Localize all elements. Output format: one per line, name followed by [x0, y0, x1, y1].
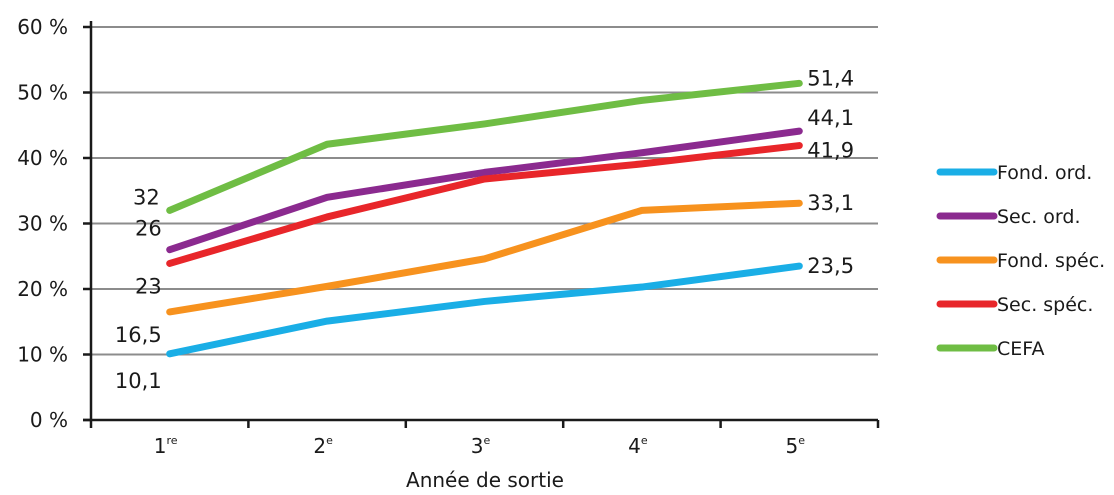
- legend-label: Fond. spéc.: [997, 250, 1105, 272]
- series-line-0: [166, 262, 803, 358]
- x-tick-label: 5e: [786, 434, 806, 458]
- data-label-end: 51,4: [807, 66, 854, 90]
- y-tick-label: 40 %: [17, 146, 68, 170]
- legend-label: Sec. ord.: [997, 206, 1080, 228]
- x-tick-label: 4e: [628, 434, 648, 458]
- x-axis-title: Année de sortie: [406, 468, 564, 492]
- data-label-end: 41,9: [807, 139, 854, 163]
- y-tick-label: 60 %: [17, 15, 68, 39]
- data-label-end: 33,1: [807, 191, 854, 215]
- series-line-3: [166, 142, 803, 267]
- data-label-start: 10,1: [115, 369, 162, 393]
- gridlines: [91, 26, 878, 356]
- data-label-start: 16,5: [115, 323, 162, 347]
- data-label-start: 23: [135, 274, 162, 298]
- data-label-start: 26: [135, 217, 162, 241]
- y-tick-label: 0 %: [30, 408, 68, 432]
- series-line-2: [166, 199, 803, 316]
- legend-label: CEFA: [997, 338, 1044, 360]
- axes: 0 % 10 % 20 % 30 % 40 % 50 % 60 % 1re 2e 3e 4e 5e: [17, 15, 880, 458]
- data-label-start: 32: [133, 185, 160, 209]
- data-label-end: 23,5: [807, 254, 854, 278]
- y-tick-label: 20 %: [17, 277, 68, 301]
- legend-label: Fond. ord.: [997, 162, 1092, 184]
- y-tick-label: 30 %: [17, 212, 68, 236]
- y-tick-label: 50 %: [17, 81, 68, 105]
- data-labels: 10,1 23,5 26 44,1 16,5 33,1 23 41,9 32 51,4: [115, 66, 854, 393]
- x-tick-label: 2e: [313, 434, 333, 458]
- x-tick-label: 1re: [154, 434, 178, 458]
- data-label-end: 44,1: [807, 106, 854, 130]
- x-tick-label: 3e: [471, 434, 491, 458]
- series-line-1: [166, 127, 803, 254]
- series-lines: [166, 79, 803, 358]
- legend: Fond. ord. Sec. ord. Fond. spéc. Sec. spéc.…: [936, 162, 1105, 360]
- legend-label: Sec. spéc.: [997, 294, 1093, 316]
- y-tick-label: 10 %: [17, 343, 68, 367]
- series-line-4: [166, 79, 803, 214]
